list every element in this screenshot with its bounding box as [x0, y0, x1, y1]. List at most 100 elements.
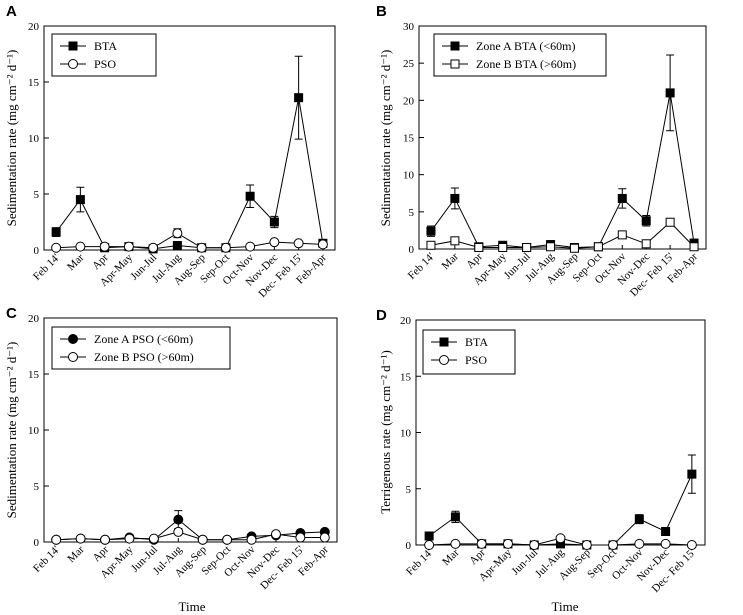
legend-label: Zone A BTA (<60m)	[476, 39, 575, 53]
legend-marker	[439, 355, 449, 365]
panel-b: B 0 5 10 15 20 25 30 Sedimentation rate (mg cm⁻²…	[376, 3, 707, 299]
data-point	[687, 469, 697, 479]
data-point	[424, 540, 435, 550]
data-point	[546, 242, 556, 252]
data-point	[245, 191, 255, 201]
series-line	[56, 518, 325, 541]
y-tick-label: 20	[28, 21, 40, 33]
data-point	[99, 241, 110, 252]
x-tick-label: Mar	[65, 543, 87, 565]
y-axis-label: Sedimentation rate (mg cm⁻² d⁻¹)	[4, 50, 19, 227]
panel-letter-d: D	[376, 307, 387, 324]
y-tick-label: 30	[403, 21, 415, 33]
y-tick-label: 0	[409, 244, 415, 256]
y-tick-label: 15	[403, 133, 415, 145]
data-point	[222, 534, 233, 545]
data-point	[617, 193, 627, 203]
data-point	[522, 243, 532, 253]
data-point	[474, 243, 484, 253]
data-point	[641, 239, 651, 249]
data-point	[317, 239, 328, 250]
x-tick-label: Apr	[467, 546, 488, 567]
legend-marker	[68, 334, 78, 344]
y-tick-label: 20	[400, 315, 412, 327]
data-point	[246, 534, 257, 545]
legend-marker	[68, 41, 78, 51]
y-tick-label: 0	[34, 537, 40, 549]
x-axis-title-right: Time	[552, 599, 579, 614]
panel-letter-b: B	[376, 3, 387, 20]
series-2	[51, 526, 330, 545]
y-tick-label: 15	[400, 371, 412, 383]
y-tick-label: 10	[28, 133, 40, 145]
series-2	[424, 533, 697, 550]
legend-label: PSO	[465, 353, 487, 367]
data-point	[75, 533, 86, 544]
data-point	[172, 241, 182, 251]
legend-marker	[450, 41, 460, 51]
data-point	[245, 241, 256, 252]
data-point	[634, 538, 645, 549]
data-point	[197, 534, 208, 545]
data-point	[581, 540, 592, 550]
data-point	[661, 527, 671, 536]
data-point	[148, 533, 159, 544]
data-point	[450, 236, 460, 246]
data-point	[294, 93, 304, 103]
data-point	[689, 242, 699, 252]
y-tick-label: 5	[34, 481, 40, 493]
data-point	[124, 533, 135, 544]
legend-label: BTA	[94, 39, 117, 53]
legend-marker	[68, 59, 78, 69]
data-point	[75, 195, 85, 205]
series-1	[51, 55, 328, 254]
data-point	[686, 540, 697, 550]
data-point	[75, 241, 86, 252]
data-point	[100, 534, 111, 545]
panel-c: C 0 5 10 15 20 Sedimentation rate (mg cm⁻² d⁻¹…	[4, 305, 338, 592]
data-point	[295, 532, 306, 543]
legend-marker	[68, 352, 78, 362]
data-point	[502, 538, 513, 549]
series-line	[55, 97, 324, 250]
series-2	[51, 228, 328, 253]
data-point	[450, 193, 460, 203]
series-line	[56, 531, 325, 541]
data-point	[426, 240, 436, 250]
legend: Zone A PSO (<60m) Zone B PSO (>60m)	[51, 326, 231, 370]
data-point	[220, 242, 231, 253]
y-tick-label: 10	[28, 425, 40, 437]
y-tick-label: 5	[406, 484, 412, 496]
data-point	[498, 243, 508, 253]
y-axis-label: Sedimentation rate (mg cm⁻² d⁻¹)	[4, 342, 19, 519]
data-point	[476, 538, 487, 549]
data-point	[665, 217, 675, 227]
y-tick-label: 25	[403, 58, 415, 70]
data-point	[173, 514, 184, 525]
data-point	[450, 538, 461, 549]
y-tick-label: 0	[34, 245, 40, 257]
data-point	[51, 227, 61, 237]
data-point	[555, 533, 566, 544]
series-line	[430, 221, 695, 249]
data-point	[270, 529, 281, 540]
legend: BTA PSO	[422, 329, 516, 375]
y-axis-label: Terrigenous rate (mg cm⁻² d⁻¹)	[378, 350, 393, 514]
data-point	[269, 237, 280, 248]
panel-a: A 0 5 10 15 20 Sedimentation rate (mg cm⁻² d⁻¹…	[4, 3, 336, 300]
legend: BTA PSO	[51, 33, 157, 77]
legend: Zone A BTA (<60m) Zone B BTA (>60m)	[433, 33, 607, 77]
data-point	[569, 243, 579, 253]
x-tick-label: Mar	[440, 250, 462, 272]
y-tick-label: 20	[28, 313, 40, 325]
data-point	[617, 230, 627, 240]
data-point	[196, 242, 207, 253]
data-point	[293, 238, 304, 249]
data-point	[426, 226, 436, 236]
x-tick-label: Mar	[65, 251, 87, 273]
legend-label: Zone B BTA (>60m)	[476, 57, 576, 71]
x-tick-label: Mar	[440, 546, 462, 568]
y-tick-label: 15	[28, 77, 40, 89]
legend-label: Zone A PSO (<60m)	[94, 332, 193, 346]
